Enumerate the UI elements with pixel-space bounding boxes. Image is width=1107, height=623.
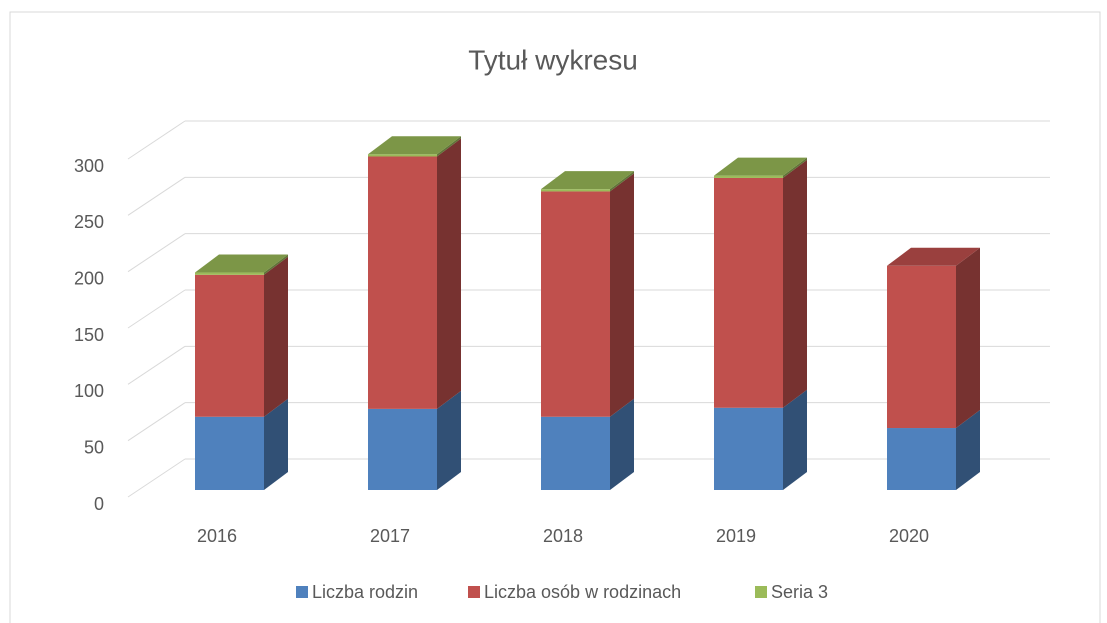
bar-side bbox=[783, 159, 807, 408]
y-tick-label: 200 bbox=[74, 268, 104, 288]
bar bbox=[541, 191, 610, 417]
bar bbox=[541, 189, 610, 192]
bar-side bbox=[783, 389, 807, 490]
bar-top bbox=[195, 254, 288, 273]
bar-side bbox=[264, 254, 288, 275]
bar bbox=[714, 407, 783, 490]
y-tick-label: 50 bbox=[84, 437, 104, 457]
bar-top bbox=[887, 247, 980, 266]
x-tick-label: 2017 bbox=[370, 526, 410, 546]
bar-top bbox=[714, 157, 807, 176]
bar bbox=[887, 428, 956, 490]
bar-side bbox=[783, 157, 807, 178]
grid-line-side bbox=[127, 289, 186, 329]
x-tick-label: 2018 bbox=[543, 526, 583, 546]
bar-top bbox=[368, 136, 461, 155]
bar-side bbox=[956, 247, 980, 429]
x-tick-label: 2019 bbox=[716, 526, 756, 546]
grid-line-side bbox=[127, 233, 186, 273]
legend-label: Liczba osób w rodzinach bbox=[484, 582, 681, 602]
bar bbox=[195, 274, 264, 417]
bar bbox=[887, 265, 956, 429]
bar-side bbox=[437, 138, 461, 409]
legend-label: Seria 3 bbox=[771, 582, 828, 602]
bar-side bbox=[610, 173, 634, 417]
bar-side bbox=[437, 390, 461, 490]
bar bbox=[714, 177, 783, 408]
bar-side bbox=[264, 256, 288, 417]
bar-top bbox=[541, 171, 634, 190]
bar-side bbox=[956, 410, 980, 490]
bar-side bbox=[610, 398, 634, 490]
legend-swatch bbox=[296, 586, 308, 598]
bar-side bbox=[610, 171, 634, 192]
legend-swatch bbox=[755, 586, 767, 598]
bar bbox=[368, 408, 437, 490]
bar bbox=[714, 175, 783, 178]
bar bbox=[368, 156, 437, 409]
grid-line-side bbox=[127, 345, 186, 385]
grid-line-side bbox=[127, 402, 186, 442]
bar bbox=[195, 416, 264, 490]
y-tick-label: 100 bbox=[74, 381, 104, 401]
chart-title: Tytuł wykresu bbox=[468, 44, 638, 75]
chart-frame bbox=[9, 11, 1101, 623]
x-tick-label: 2020 bbox=[889, 526, 929, 546]
grid-line-side bbox=[127, 458, 186, 498]
y-tick-label: 250 bbox=[74, 212, 104, 232]
y-tick-label: 0 bbox=[94, 494, 104, 514]
legend-swatch bbox=[468, 586, 480, 598]
y-tick-label: 150 bbox=[74, 325, 104, 345]
bar-side bbox=[437, 136, 461, 157]
bar bbox=[541, 416, 610, 490]
grid-line-side bbox=[127, 176, 186, 216]
legend-label: Liczba rodzin bbox=[312, 582, 418, 602]
bar bbox=[368, 154, 437, 157]
grid-line-side bbox=[127, 120, 186, 160]
bar-side bbox=[264, 398, 288, 490]
y-tick-label: 300 bbox=[74, 156, 104, 176]
bar bbox=[195, 272, 264, 275]
x-tick-label: 2016 bbox=[197, 526, 237, 546]
